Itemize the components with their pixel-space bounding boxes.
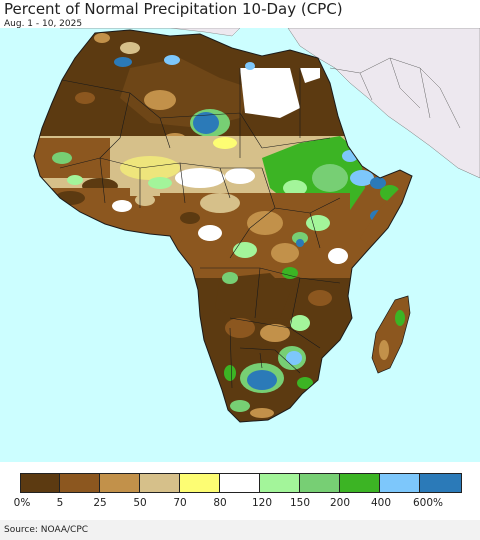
legend-swatch xyxy=(380,473,420,493)
middle-east-borders xyxy=(329,57,461,129)
legend-swatch xyxy=(60,473,100,493)
legend-tick: 400 xyxy=(370,497,392,509)
legend-swatch xyxy=(340,473,380,493)
legend-tick: 200 xyxy=(329,497,351,509)
legend-swatch xyxy=(420,473,462,493)
source-credit: Source: NOAA/CPC xyxy=(4,525,89,535)
legend-swatch xyxy=(300,473,340,493)
legend-tick: 5 xyxy=(56,497,64,509)
color-legend: 0% 5 25 50 70 80 120 150 200 400 600% xyxy=(0,470,480,515)
map-title: Percent of Normal Precipitation 10-Day (… xyxy=(4,0,343,18)
legend-swatch xyxy=(140,473,180,493)
legend-tick: 120 xyxy=(251,497,273,509)
footer: Source: NOAA/CPC xyxy=(0,520,480,540)
legend-swatch xyxy=(20,473,60,493)
legend-tick: 70 xyxy=(173,497,187,509)
legend-tick: 600% xyxy=(412,497,444,509)
map-date-range: Aug. 1 - 10, 2025 xyxy=(4,19,83,29)
precipitation-map xyxy=(0,28,480,462)
precip-anomaly-fill xyxy=(34,30,412,422)
legend-tick: 80 xyxy=(213,497,227,509)
legend-tick: 25 xyxy=(93,497,107,509)
legend-swatch xyxy=(100,473,140,493)
legend-swatch xyxy=(180,473,220,493)
legend-swatch xyxy=(220,473,260,493)
legend-swatch xyxy=(260,473,300,493)
legend-tick: 150 xyxy=(289,497,311,509)
legend-tick: 50 xyxy=(133,497,147,509)
legend-tick: 0% xyxy=(13,497,31,509)
europe-land xyxy=(60,28,241,37)
country-borders xyxy=(59,68,341,389)
